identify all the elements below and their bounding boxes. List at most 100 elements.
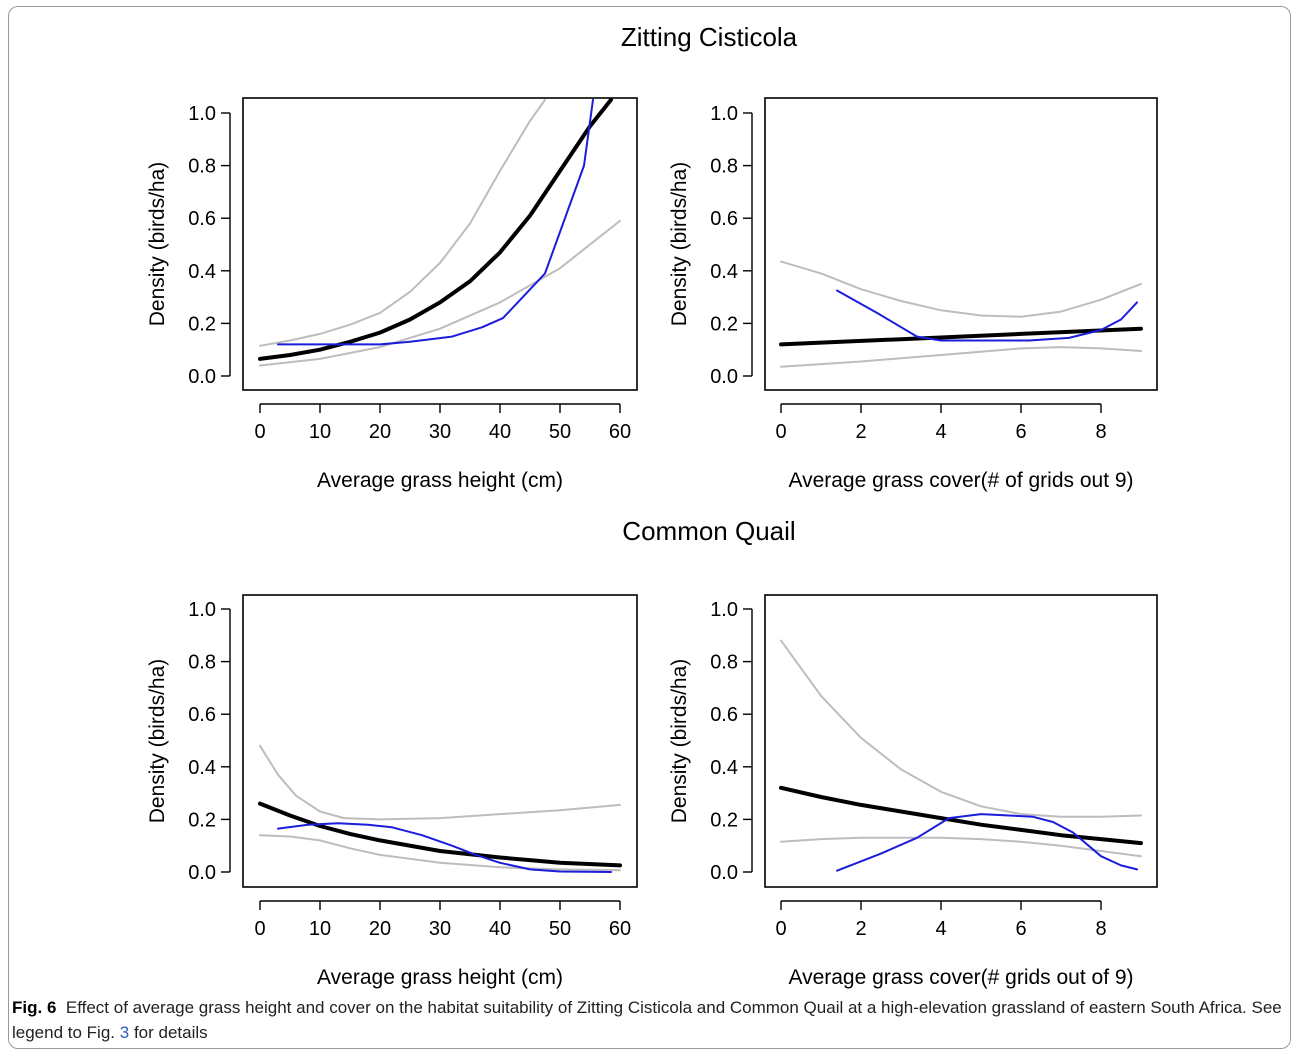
- series-line-upper: [780, 639, 1142, 818]
- x-tick-label: 20: [369, 421, 391, 443]
- x-tick-label: 40: [489, 918, 511, 940]
- series-line-fit: [779, 326, 1143, 347]
- y-tick-label: 0.8: [710, 652, 738, 674]
- y-tick-label: 0.0: [188, 366, 216, 388]
- plot-panel-3: 0 10 20 30 40 50 60 Average grass height (cm) 0.…: [146, 594, 638, 989]
- y-axis-label: Density (birds/ha): [668, 162, 691, 327]
- y-axis: 0.0 0.2 0.4 0.6 0.8 1.0 Density (birds/ha): [146, 103, 231, 388]
- x-tick-label: 50: [549, 918, 571, 940]
- x-tick-label: 20: [369, 918, 391, 940]
- x-tick-label: 6: [1015, 918, 1026, 940]
- x-tick-label: 4: [935, 421, 946, 443]
- x-tick-label: 2: [855, 421, 866, 443]
- y-tick-label: 0.6: [188, 704, 216, 726]
- y-tick-label: 0.8: [710, 156, 738, 178]
- x-tick-label: 30: [429, 918, 451, 940]
- y-tick-label: 0.4: [188, 261, 216, 283]
- caption-text-end: for details: [129, 1023, 208, 1042]
- plot-panel-1: 0 10 20 30 40 50 60 Average grass height (cm) 0.…: [146, 97, 638, 492]
- y-tick-label: 1.0: [710, 103, 738, 125]
- group-title-common-quail: Common Quail: [622, 516, 795, 546]
- x-tick-label: 0: [254, 421, 265, 443]
- caption-text: Effect of average grass height and cover…: [12, 998, 1282, 1042]
- series-line-fit: [258, 801, 622, 868]
- y-axis-label: Density (birds/ha): [146, 162, 169, 327]
- figure-frame: [8, 6, 1291, 1049]
- y-tick-label: 1.0: [188, 103, 216, 125]
- series-line-upper: [259, 744, 621, 821]
- x-tick-label: 40: [489, 421, 511, 443]
- x-tick-label: 2: [855, 918, 866, 940]
- y-tick-label: 1.0: [710, 599, 738, 621]
- x-tick-label: 30: [429, 421, 451, 443]
- x-tick-label: 0: [254, 918, 265, 940]
- x-axis: 0 10 20 30 40 50 60 Average grass height (cm): [254, 403, 631, 492]
- caption-figure-reference-link[interactable]: 3: [119, 1023, 130, 1042]
- plot-box: [242, 97, 638, 391]
- x-tick-label: 60: [609, 918, 631, 940]
- series-group: [258, 98, 621, 367]
- y-tick-label: 0.0: [710, 366, 738, 388]
- y-tick-label: 1.0: [188, 599, 216, 621]
- y-tick-label: 0.6: [710, 208, 738, 230]
- series-group: [779, 639, 1143, 872]
- y-axis-label: Density (birds/ha): [668, 659, 691, 824]
- series-line-observed: [836, 289, 1138, 342]
- series-line-upper: [780, 260, 1142, 318]
- x-axis-label: Average grass height (cm): [317, 966, 563, 989]
- y-tick-label: 0.6: [710, 704, 738, 726]
- x-axis-label: Average grass cover(# of grids out 9): [788, 469, 1133, 492]
- plot-panel-4: 0 2 4 6 8 Average grass cover(# grids out of …: [668, 594, 1158, 989]
- y-axis: 0.0 0.2 0.4 0.6 0.8 1.0 Density (birds/ha): [146, 599, 231, 884]
- series-line-lower: [780, 836, 1142, 858]
- y-axis: 0.0 0.2 0.4 0.6 0.8 1.0 Density (birds/ha): [668, 599, 753, 884]
- y-tick-label: 0.4: [710, 261, 738, 283]
- x-tick-label: 0: [775, 421, 786, 443]
- plot-box: [242, 594, 638, 888]
- y-tick-label: 0.8: [188, 156, 216, 178]
- figure-canvas: Zitting Cisticola Common Quail 0 10 20 30 40…: [146, 22, 1158, 989]
- y-tick-label: 0.2: [188, 809, 216, 831]
- plot-box: [764, 594, 1158, 888]
- y-tick-label: 0.2: [188, 313, 216, 335]
- plot-box: [764, 97, 1158, 391]
- series-line-fit: [258, 98, 613, 361]
- x-tick-label: 6: [1015, 421, 1026, 443]
- series-group: [258, 744, 622, 873]
- y-tick-label: 0.2: [710, 809, 738, 831]
- x-tick-label: 10: [309, 918, 331, 940]
- y-tick-label: 0.2: [710, 313, 738, 335]
- y-tick-label: 0.4: [710, 757, 738, 779]
- x-tick-label: 4: [935, 918, 946, 940]
- x-tick-label: 8: [1095, 421, 1106, 443]
- series-line-observed: [277, 822, 612, 873]
- x-tick-label: 0: [775, 918, 786, 940]
- series-line-lower: [259, 219, 621, 367]
- y-tick-label: 0.0: [710, 862, 738, 884]
- series-line-lower: [780, 346, 1142, 368]
- series-line-lower: [259, 834, 621, 872]
- y-axis-label: Density (birds/ha): [146, 659, 169, 824]
- figure-caption: Fig. 6 Effect of average grass height an…: [12, 995, 1282, 1045]
- series-line-upper: [259, 98, 546, 347]
- x-tick-label: 10: [309, 421, 331, 443]
- x-axis: 0 10 20 30 40 50 60 Average grass height (cm): [254, 900, 631, 989]
- group-title-zitting-cisticola: Zitting Cisticola: [621, 22, 798, 52]
- y-tick-label: 0.8: [188, 652, 216, 674]
- x-axis: 0 2 4 6 8 Average grass cover(# of grids out …: [775, 403, 1134, 492]
- series-line-observed: [836, 813, 1138, 872]
- y-tick-label: 0.4: [188, 757, 216, 779]
- y-axis: 0.0 0.2 0.4 0.6 0.8 1.0 Density (birds/ha): [668, 103, 753, 388]
- series-line-fit: [779, 785, 1143, 846]
- y-tick-label: 0.6: [188, 208, 216, 230]
- y-tick-label: 0.0: [188, 862, 216, 884]
- x-tick-label: 50: [549, 421, 571, 443]
- caption-figure-number: Fig. 6: [12, 998, 57, 1017]
- x-tick-label: 60: [609, 421, 631, 443]
- x-axis-label: Average grass height (cm): [317, 469, 563, 492]
- series-line-observed: [277, 98, 594, 346]
- x-tick-label: 8: [1095, 918, 1106, 940]
- plot-panel-2: 0 2 4 6 8 Average grass cover(# of grids out …: [668, 97, 1158, 492]
- x-axis-label: Average grass cover(# grids out of 9): [788, 966, 1133, 989]
